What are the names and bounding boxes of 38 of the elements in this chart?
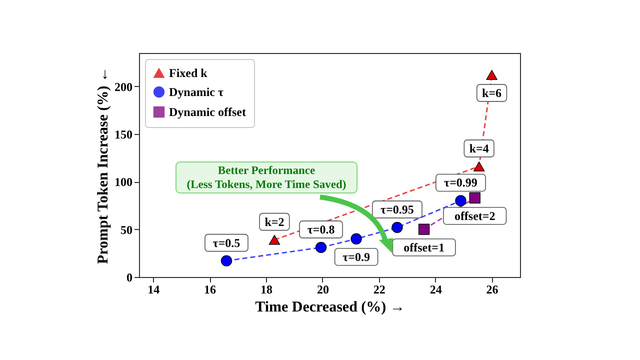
y-tick-label: 150 xyxy=(114,128,132,142)
annotation: τ=0.8 xyxy=(307,222,335,236)
point xyxy=(315,242,327,254)
x-axis-title: Time Decreased (%) → xyxy=(255,300,405,316)
point xyxy=(268,234,280,245)
x-tick-label: 20 xyxy=(316,282,329,296)
point xyxy=(418,224,430,235)
y-tick-label: 0 xyxy=(126,270,132,284)
annotation: k=4 xyxy=(469,141,489,156)
point xyxy=(220,255,232,266)
annotation: τ=0.5 xyxy=(212,236,240,250)
point xyxy=(392,222,403,234)
x-tick-label: 26 xyxy=(486,282,498,296)
y-tick-label: 200 xyxy=(114,80,132,94)
legend-label: Fixed k xyxy=(169,66,208,80)
x-tick-label: 16 xyxy=(204,282,216,296)
point xyxy=(350,233,362,244)
annotation: τ=0.95 xyxy=(380,202,414,216)
legend-label: Dynamic offset xyxy=(169,105,246,119)
annotation: offset=1 xyxy=(404,240,444,254)
annotation: k=6 xyxy=(482,86,502,100)
y-axis-title: Prompt Token Increase (%) ← xyxy=(96,67,112,264)
y-tick-label: 100 xyxy=(114,175,132,190)
x-tick-label: 22 xyxy=(373,282,386,296)
annotation: τ=0.9 xyxy=(342,250,370,264)
annotation: τ=0.99 xyxy=(444,176,478,190)
point xyxy=(469,192,480,204)
x-tick-label: 14 xyxy=(148,282,160,296)
x-tick-label: 24 xyxy=(430,282,442,296)
y-tick-label: 50 xyxy=(120,222,132,237)
point xyxy=(473,162,485,172)
annotation: k=2 xyxy=(264,214,284,229)
annotation: Better Performance (Less Tokens, More Time Saved) xyxy=(186,165,346,191)
point xyxy=(455,195,466,206)
legend-label: Dynamic τ xyxy=(169,85,224,99)
x-tick-label: 18 xyxy=(260,282,272,296)
annotation: offset=2 xyxy=(454,208,496,223)
point xyxy=(486,70,498,80)
